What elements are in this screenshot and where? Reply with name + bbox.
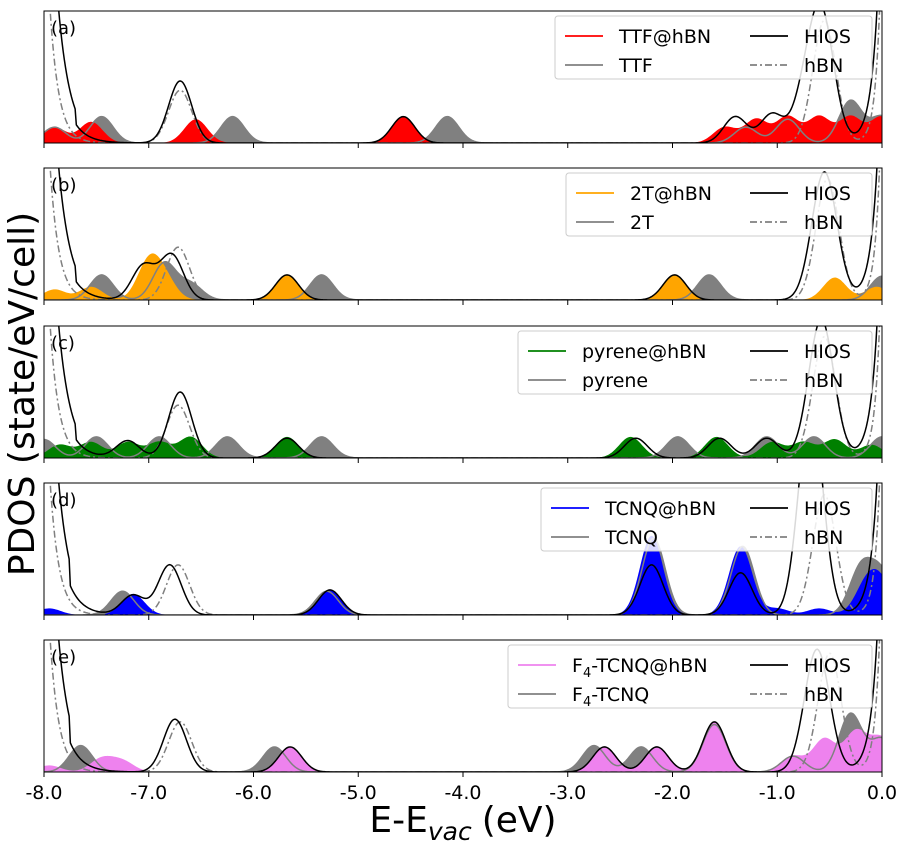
legend-free-label: 2T bbox=[630, 212, 654, 234]
y-axis-label: PDOS (state/eV/cell) bbox=[2, 212, 43, 576]
legend-hbn-label: hBN bbox=[804, 370, 843, 392]
x-axis-label-unit: (eV) bbox=[482, 800, 557, 841]
hios-pdos-line bbox=[58, 11, 878, 143]
adsorbed-molecule-pdos-fill bbox=[44, 721, 882, 772]
panel-tag: (e) bbox=[51, 647, 76, 668]
legend-free-label: TTF bbox=[618, 55, 653, 77]
free-molecule-pdos-fill bbox=[44, 261, 882, 300]
legend-box bbox=[540, 487, 873, 552]
adsorbed-molecule-pdos-fill bbox=[44, 535, 882, 615]
legend-adsorbed-label: TTF@hBN bbox=[618, 26, 711, 48]
x-axis: -8.0 -7.0 -6.0 -5.0 -4.0 -3.0 -2.0 -1.0 0.0 bbox=[25, 782, 897, 804]
legend-hios-label: HIOS bbox=[804, 498, 851, 520]
x-axis-label: E-Evac (eV) bbox=[369, 800, 556, 846]
x-axis-label-main: E-E bbox=[369, 800, 427, 841]
legend-hios-label: HIOS bbox=[804, 655, 851, 677]
free-molecule-pdos-fill bbox=[44, 436, 882, 458]
x-tick-label: 0.0 bbox=[867, 782, 897, 804]
legend-free-label: F4-TCNQ bbox=[572, 684, 649, 710]
x-tick-label: -7.0 bbox=[130, 782, 167, 804]
legend-free-label: TCNQ bbox=[604, 527, 658, 549]
panel-1-plot-area bbox=[44, 11, 882, 143]
panel-5-plot-area bbox=[44, 640, 882, 772]
legend-adsorbed-label: 2T@hBN bbox=[630, 183, 712, 205]
hios-pdos-line bbox=[58, 326, 878, 458]
legend-hios-label: HIOS bbox=[804, 183, 851, 205]
free-molecule-pdos-fill bbox=[44, 713, 882, 772]
x-axis-label-subscript: vac bbox=[428, 817, 472, 846]
panel-tag: (b) bbox=[51, 175, 76, 196]
panel-1: (a) TTF@hBN TTF HIOS hBN bbox=[43, 10, 883, 148]
free-molecule-pdos-line bbox=[44, 99, 882, 143]
legend: F4-TCNQ@hBN F4-TCNQ HIOS hBN bbox=[507, 644, 873, 710]
legend-adsorbed-label: pyrene@hBN bbox=[582, 341, 706, 363]
panel-3-plot-area bbox=[44, 326, 882, 458]
x-tick-label: -1.0 bbox=[759, 782, 796, 804]
legend-box bbox=[565, 172, 873, 237]
legend: pyrene@hBN pyrene HIOS hBN bbox=[517, 330, 873, 395]
hbn-pdos-line bbox=[49, 640, 881, 772]
legend-hbn-label: hBN bbox=[804, 55, 843, 77]
adsorbed-molecule-pdos-fill bbox=[44, 253, 882, 300]
legend-adsorbed-label: F4-TCNQ@hBN bbox=[572, 655, 708, 681]
legend-box bbox=[517, 330, 873, 395]
legend-box bbox=[554, 15, 873, 80]
panel-2: (b) 2T@hBN 2T HIOS hBN bbox=[43, 167, 883, 305]
x-tick-label: -8.0 bbox=[25, 782, 62, 804]
x-tick-label: -3.0 bbox=[549, 782, 586, 804]
free-molecule-pdos-line bbox=[44, 712, 882, 772]
legend: TTF@hBN TTF HIOS hBN bbox=[554, 15, 873, 80]
legend-hbn-label: hBN bbox=[804, 527, 843, 549]
x-tick-label: -6.0 bbox=[235, 782, 272, 804]
legend: 2T@hBN 2T HIOS hBN bbox=[565, 172, 873, 237]
free-molecule-pdos-line bbox=[44, 436, 882, 458]
panel-5: (e) F4-TCNQ@hBN F4-TCNQ HIOS hBN bbox=[43, 639, 883, 777]
panel-3: (c) pyrene@hBN pyrene HIOS hBN bbox=[43, 325, 883, 463]
legend-box bbox=[507, 644, 873, 709]
hios-pdos-line bbox=[58, 640, 878, 772]
legend-adsorbed-label: TCNQ@hBN bbox=[604, 498, 716, 520]
legend: TCNQ@hBN TCNQ HIOS hBN bbox=[540, 487, 873, 552]
panel-tag: (c) bbox=[51, 333, 75, 354]
x-tick-label: -2.0 bbox=[654, 782, 691, 804]
legend-hbn-label: hBN bbox=[804, 212, 843, 234]
panel-4: (d) TCNQ@hBN TCNQ HIOS hBN bbox=[43, 482, 883, 620]
x-tick-label: -5.0 bbox=[340, 782, 377, 804]
x-tick-label: -4.0 bbox=[444, 782, 481, 804]
panel-tag: (d) bbox=[51, 490, 76, 511]
adsorbed-molecule-pdos-fill bbox=[44, 115, 882, 143]
hios-pdos-line bbox=[58, 483, 878, 615]
panel-tag: (a) bbox=[51, 18, 76, 39]
legend-free-label: pyrene bbox=[582, 370, 648, 392]
hios-pdos-line bbox=[58, 168, 878, 300]
adsorbed-molecule-pdos-fill bbox=[44, 436, 882, 458]
legend-hbn-label: hBN bbox=[804, 684, 843, 706]
legend-hios-label: HIOS bbox=[804, 26, 851, 48]
legend-hios-label: HIOS bbox=[804, 341, 851, 363]
